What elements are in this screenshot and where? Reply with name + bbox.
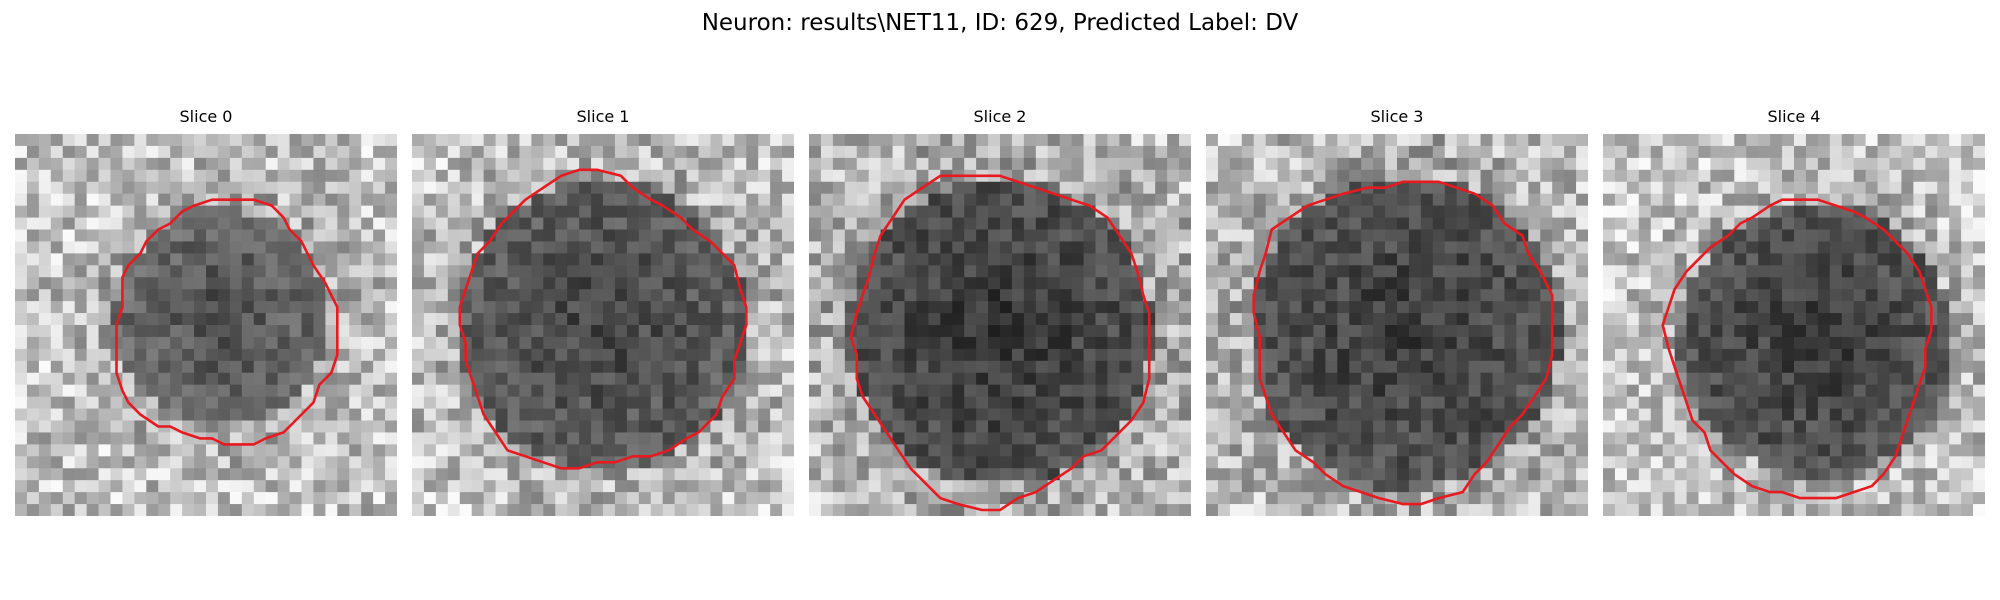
slice-image — [15, 134, 397, 516]
segmentation-contour — [1252, 180, 1554, 506]
slice-title: Slice 2 — [973, 107, 1027, 126]
slice-image — [809, 134, 1191, 516]
segmentation-contour — [1661, 198, 1933, 500]
slice-title: Slice 0 — [179, 107, 233, 126]
segmentation-contour — [115, 198, 339, 446]
slice-image — [412, 134, 794, 516]
slice-title: Slice 3 — [1370, 107, 1424, 126]
slice-title: Slice 1 — [576, 107, 630, 126]
segmentation-contour — [849, 174, 1151, 512]
slice-title: Slice 4 — [1767, 107, 1821, 126]
slice-image — [1603, 134, 1985, 516]
segmentation-contour — [458, 168, 748, 470]
figure-title: Neuron: results\NET11, ID: 629, Predicte… — [701, 10, 1299, 36]
slice-image — [1206, 134, 1588, 516]
